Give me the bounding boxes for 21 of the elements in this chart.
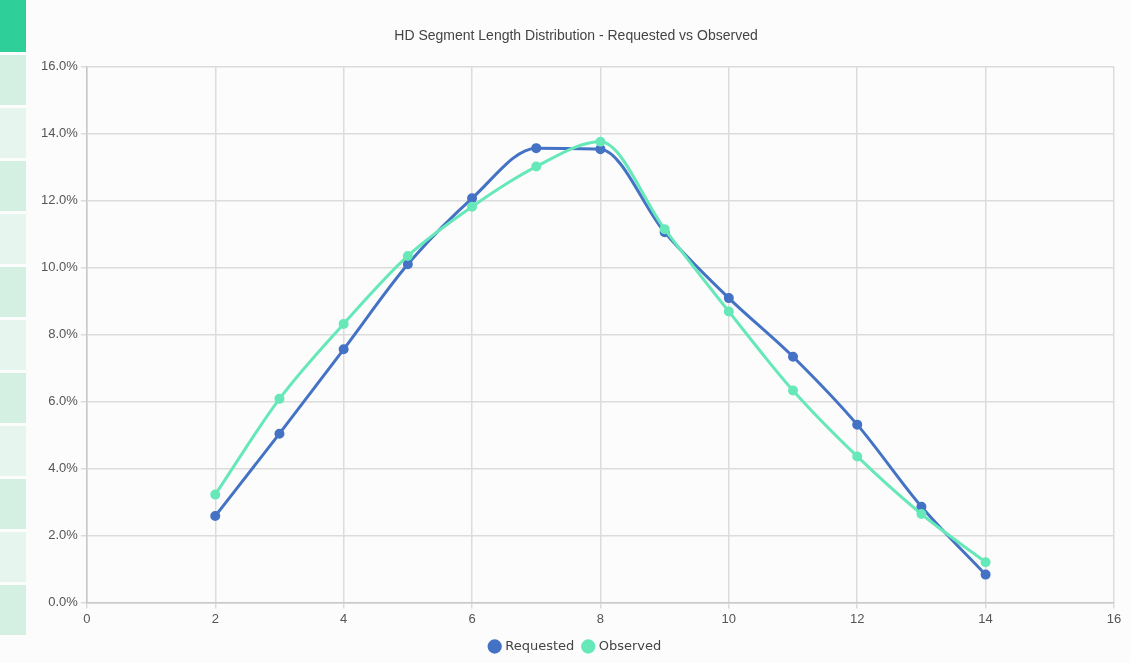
x-tick-label: 4 <box>340 610 348 626</box>
y-tick-label: 12.0% <box>40 192 79 208</box>
y-tick-label: 10.0% <box>40 259 79 275</box>
y-tick-label: 6.0% <box>48 393 79 409</box>
y-tick-label: 8.0% <box>48 326 79 342</box>
x-tick-label: 2 <box>211 610 219 626</box>
x-tick-label: 10 <box>721 610 737 626</box>
y-tick-label: 4.0% <box>48 460 79 476</box>
x-tick-label: 6 <box>468 610 476 626</box>
y-tick-label: 16.0% <box>40 58 79 74</box>
x-tick-label: 12 <box>849 610 865 626</box>
y-tick-label: 14.0% <box>40 125 79 141</box>
chart-title: HD Segment Length Distribution - Requested vs Observed <box>394 27 758 44</box>
x-tick-label: 8 <box>596 610 605 626</box>
x-tick-label: 0 <box>83 610 91 626</box>
legend-label: Requested <box>505 637 575 653</box>
x-tick-label: 14 <box>978 610 993 626</box>
y-tick-label: 2.0% <box>48 527 79 543</box>
x-tick-label: 16 <box>1106 610 1122 626</box>
y-tick-label: 0.0% <box>48 593 79 609</box>
legend-label: Observed <box>598 637 662 653</box>
